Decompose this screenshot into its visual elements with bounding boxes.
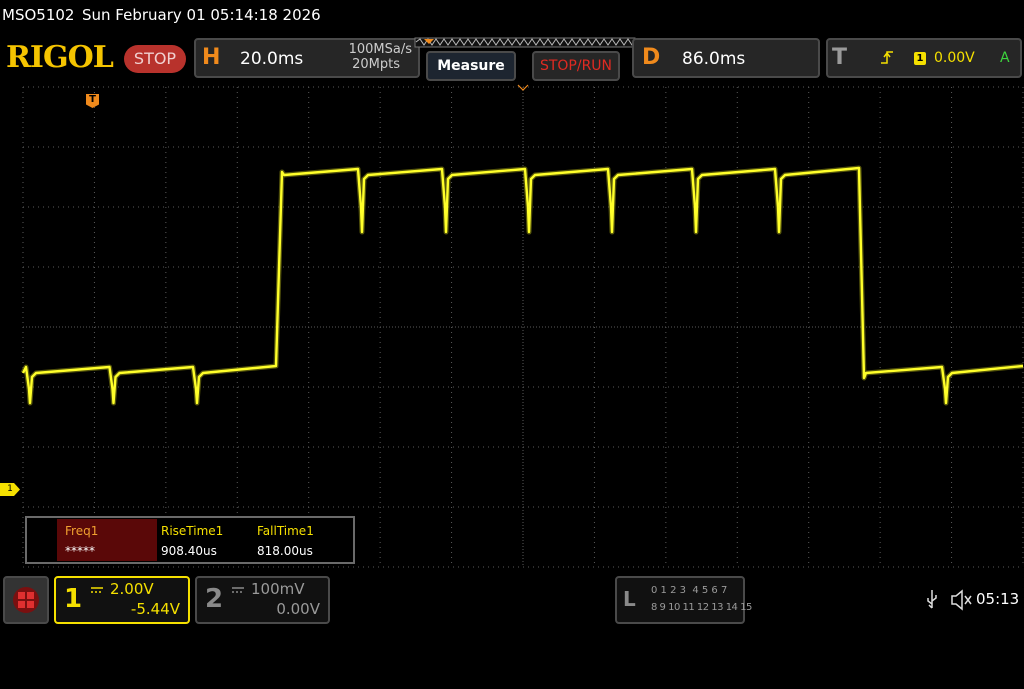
measurement-value: 818.00us [257,544,313,558]
horizontal-panel[interactable]: H 20.0ms 100MSa/s 20Mpts [194,38,420,78]
memory-bar-pattern [415,38,636,46]
channel-scale: 2.00V [110,580,154,598]
logic-channels-row: 0 1 2 3 4 5 6 7 [651,585,728,596]
measurement-value: ***** [65,544,95,558]
waveform-display [20,84,1024,568]
scope-screen: MSO5102 Sun February 01 05:14:18 2026 RI… [0,6,1024,624]
logic-channels-row: 8 9 10 11 12 13 14 15 [651,602,752,613]
channel-number: 2 [205,584,224,614]
trigger-panel[interactable]: T 1 0.00V A [826,38,1022,78]
delay-label: D [642,45,661,70]
channel1-offset-marker: 1 [0,483,20,496]
channel-offset: 0.00V [276,600,320,618]
datetime: Sun February 01 05:14:18 2026 [82,6,321,24]
delay-panel[interactable]: D 86.0ms [632,38,820,78]
brand-logo: RIGOL [6,40,114,75]
menu-icon [13,587,39,613]
trigger-label: T [832,45,848,70]
trigger-source: 1 [914,52,926,65]
run-state[interactable]: STOP [124,45,186,73]
horizontal-label: H [202,45,221,70]
trigger-mode: A [1000,50,1010,66]
trigger-position-marker: T [86,94,99,108]
status-icons [927,589,972,611]
measurement-name: FallTime1 [257,524,314,538]
memory-depth: 20Mpts [352,57,400,72]
measurement-name: Freq1 [65,524,99,538]
measurement-panel: Freq1 ***** RiseTime1 908.40us FallTime1… [25,516,355,564]
measurement-highlight [57,519,157,561]
trigger-level: 0.00V [934,50,975,66]
clock: 05:13 [976,590,1020,608]
memory-position [424,39,434,44]
sample-rate: 100MSa/s [348,42,412,57]
model: MSO5102 [2,6,75,24]
stop-run-button[interactable]: STOP/RUN [532,51,620,81]
trigger-edge-icon [881,51,893,64]
coupling-icon [232,587,244,593]
logic-label: L [623,587,636,611]
channel-offset: -5.44V [130,600,180,618]
channel1-panel[interactable]: 1 2.00V -5.44V [54,576,190,624]
memory-bar [414,37,636,48]
menu-button[interactable] [3,576,49,624]
timebase: 20.0ms [240,49,304,69]
waveform-trace [21,166,1024,405]
channel-scale: 100mV [251,580,305,598]
delay-value: 86.0ms [682,49,746,69]
measure-button[interactable]: Measure [426,51,516,81]
channel-number: 1 [64,584,83,614]
measurement-value: 908.40us [161,544,217,558]
measurement-name: RiseTime1 [161,524,224,538]
coupling-icon [91,587,103,593]
speaker-icon [951,589,972,611]
channel2-panel[interactable]: 2 100mV 0.00V [195,576,330,624]
usb-icon [927,590,937,609]
trigger-time-marker [517,84,529,91]
logic-panel[interactable]: L 0 1 2 3 4 5 6 7 8 9 10 11 12 13 14 15 [615,576,752,624]
